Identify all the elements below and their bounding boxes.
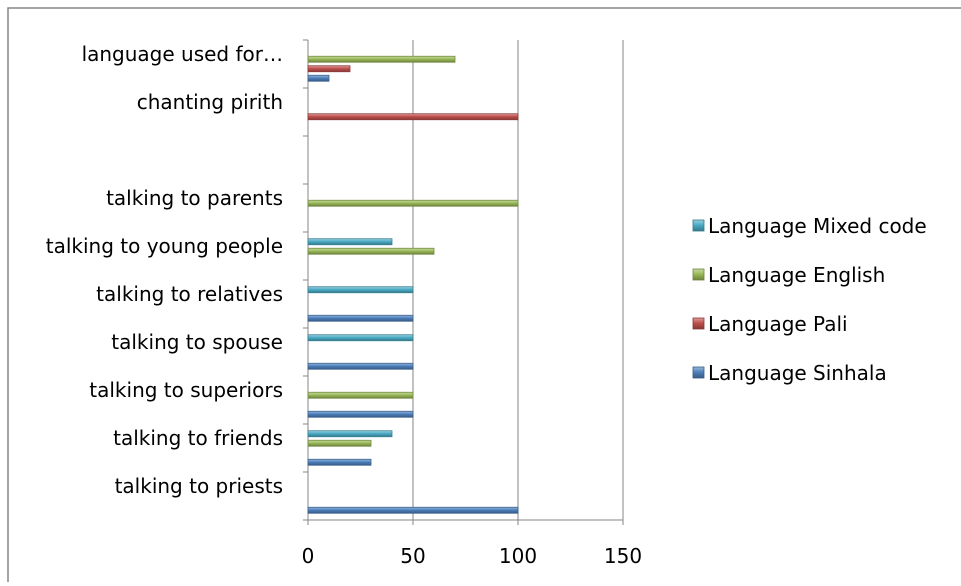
- legend-label: Language English: [708, 263, 885, 287]
- bar-language-sinhala-talking-to-spouse: [307, 362, 414, 370]
- legend-item-language-sinhala: Language Sinhala: [692, 361, 887, 385]
- category-label: talking to young people: [46, 234, 283, 258]
- legend-label: Language Pali: [708, 312, 848, 336]
- bar-language-sinhala-talking-to-superiors: [307, 410, 414, 418]
- bar-language-mixed-code-talking-to-spouse: [307, 334, 414, 342]
- legend-item-language-pali: Language Pali: [692, 312, 848, 336]
- legend-swatch: [692, 366, 705, 379]
- bar-language-mixed-code-talking-to-friends: [307, 430, 393, 438]
- category-label: chanting pirith: [137, 90, 283, 114]
- bar-language-english-talking-to-parents: [307, 199, 519, 207]
- category-label: talking to parents: [106, 186, 283, 210]
- bar-language-sinhala-talking-to-relatives: [307, 314, 414, 322]
- x-tick-label: 100: [499, 544, 537, 568]
- bar-language-sinhala-talking-to-priests: [307, 506, 519, 514]
- legend-swatch: [692, 268, 705, 281]
- category-label: talking to superiors: [89, 378, 283, 402]
- category-label: talking to spouse: [111, 330, 283, 354]
- category-label: talking to relatives: [96, 282, 283, 306]
- legend-item-language-mixed-code: Language Mixed code: [692, 214, 927, 238]
- tick-labels: 0 50 100 150: [302, 544, 642, 568]
- legend: Language Mixed code Language English Langu…: [692, 214, 927, 385]
- category-label: talking to friends: [113, 426, 283, 450]
- bar-language-sinhala-talking-to-friends: [307, 458, 372, 466]
- x-tick-label: 0: [302, 544, 315, 568]
- legend-label: Language Mixed code: [708, 214, 927, 238]
- x-tick-label: 150: [604, 544, 642, 568]
- bar-language-mixed-code-talking-to-young-people: [307, 238, 393, 246]
- bar-language-english-talking-to-superiors: [307, 391, 414, 399]
- bar-language-pali-language-used-for: [307, 65, 351, 73]
- bar-language-sinhala-language-used-for: [307, 74, 330, 82]
- bar-language-english-talking-to-young-people: [307, 247, 435, 255]
- chart-border: [7, 7, 961, 586]
- bar-language-pali-chanting-pirith: [307, 113, 519, 121]
- legend-swatch: [692, 317, 705, 330]
- legend-swatch: [692, 219, 705, 232]
- bar-language-english-language-used-for: [307, 55, 456, 63]
- bar-language-mixed-code-talking-to-relatives: [307, 286, 414, 294]
- category-label: talking to priests: [115, 474, 283, 498]
- x-tick-label: 50: [400, 544, 425, 568]
- category-labels: talking to priests talking to friends talk…: [46, 42, 283, 498]
- bar-language-english-talking-to-friends: [307, 439, 372, 447]
- category-label: language used for…: [82, 42, 283, 66]
- legend-item-language-english: Language English: [692, 263, 885, 287]
- legend-label: Language Sinhala: [708, 361, 887, 385]
- bars: [307, 55, 519, 514]
